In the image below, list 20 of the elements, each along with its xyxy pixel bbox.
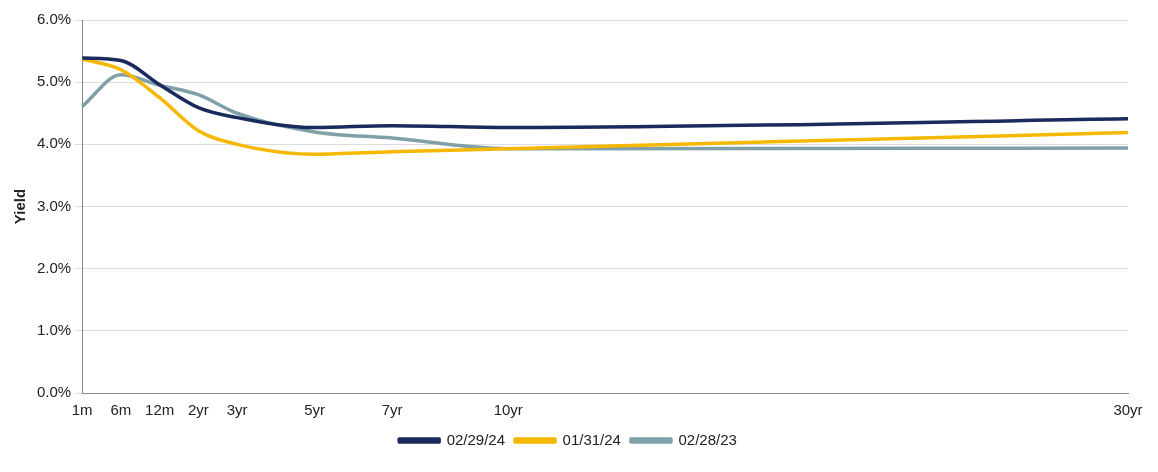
y-tick-label: 4.0% xyxy=(36,134,72,152)
legend-label: 02/28/23 xyxy=(678,430,737,448)
legend-label: 01/31/24 xyxy=(562,430,621,448)
x-tick-label: 5yr xyxy=(304,401,326,419)
y-tick-label: 0.0% xyxy=(36,383,72,401)
y-tick-label: 2.0% xyxy=(36,258,72,276)
x-tick-label: 3yr xyxy=(226,401,248,419)
x-tick-label: 30yr xyxy=(1113,401,1143,419)
y-tick-label: 3.0% xyxy=(36,196,72,214)
x-tick-label: 6m xyxy=(110,401,132,419)
y-tick-label: 5.0% xyxy=(36,72,72,90)
x-tick-label: 2yr xyxy=(187,401,209,419)
legend-label: 02/29/24 xyxy=(446,430,506,448)
y-axis-title: Yield xyxy=(11,188,29,225)
y-tick-label: 6.0% xyxy=(36,10,72,28)
x-tick-label: 12m xyxy=(145,401,175,419)
x-tick-label: 10yr xyxy=(493,401,523,419)
x-tick-label: 7yr xyxy=(381,401,403,419)
y-tick-label: 1.0% xyxy=(36,320,72,338)
x-tick-label: 1m xyxy=(71,401,93,419)
